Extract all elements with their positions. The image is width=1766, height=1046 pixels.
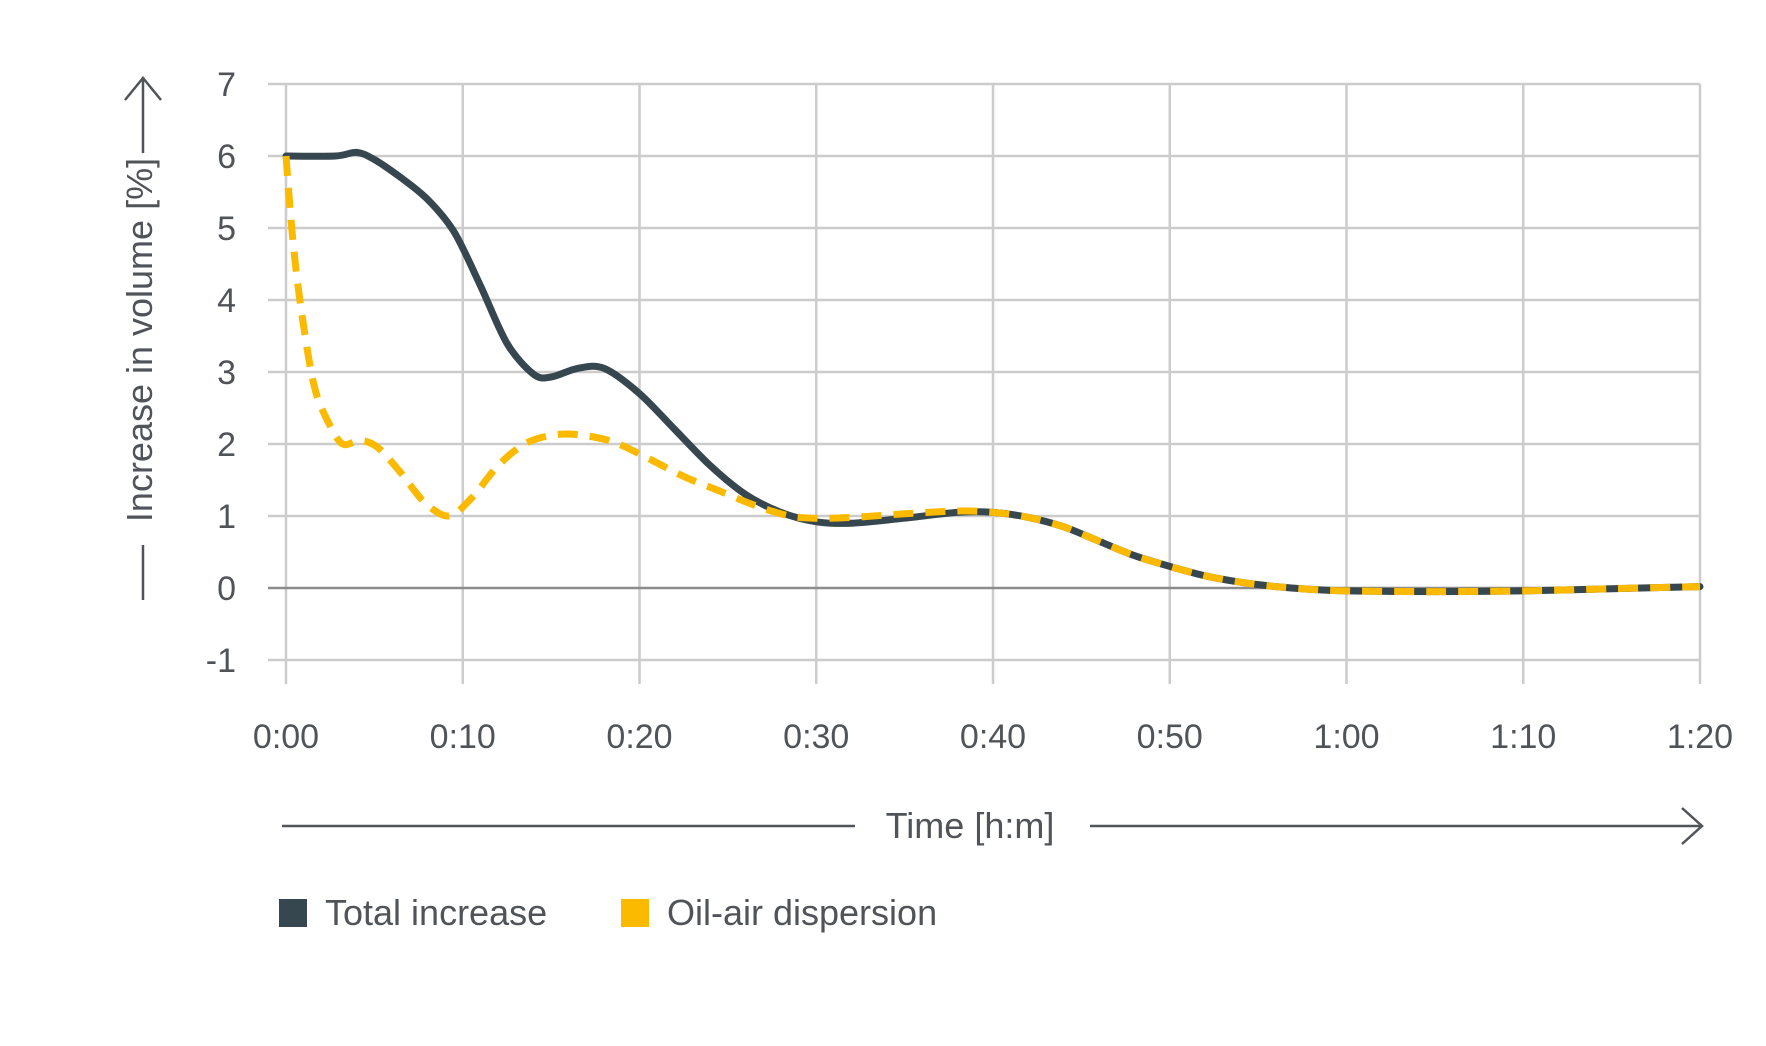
y-tick-label: 7: [217, 66, 236, 104]
series-line-oil-air-dispersion: [282, 155, 1701, 596]
y-tick-label: 0: [217, 570, 236, 608]
series-layer: [282, 148, 1704, 596]
x-tick-label: 0:20: [606, 718, 672, 756]
legend-swatch-oil-air-dispersion: [621, 899, 649, 927]
x-tick-label: 1:20: [1667, 718, 1733, 756]
x-axis-arrow-head: [1681, 807, 1704, 845]
y-tick-label: 3: [217, 354, 236, 392]
y-axis-arrow-head: [124, 76, 162, 101]
x-tick-label: 1:00: [1313, 718, 1379, 756]
legend-label-total-increase: Total increase: [325, 892, 547, 933]
tick-label-layer: 7 6 5 4 3 2 1 0 -1 0:00 0:10 0:20 0:30 0:40 0:50 1:00 1:…: [206, 66, 1733, 756]
x-tick-label: 0:30: [783, 718, 849, 756]
grid-layer: [268, 82, 1702, 684]
x-tick-label: 0:40: [960, 718, 1026, 756]
x-tick-label: 0:10: [430, 718, 496, 756]
y-axis-title-group: Increase in volume [%]: [119, 158, 160, 522]
legend-label-oil-air-dispersion: Oil-air dispersion: [667, 892, 937, 933]
legend: Total increase Oil-air dispersion: [279, 892, 937, 933]
legend-swatch-total-increase: [279, 899, 307, 927]
y-tick-label: 4: [217, 282, 236, 320]
x-tick-label: 1:10: [1490, 718, 1556, 756]
y-tick-label: 1: [217, 498, 236, 536]
x-tick-label: 0:00: [253, 718, 319, 756]
y-tick-label: -1: [206, 642, 236, 680]
y-tick-label: 6: [217, 138, 236, 176]
y-tick-label: 2: [217, 426, 236, 464]
y-axis-title: Increase in volume [%]: [119, 158, 160, 522]
x-axis-title: Time [h:m]: [886, 805, 1055, 846]
x-tick-label: 0:50: [1137, 718, 1203, 756]
y-tick-label: 5: [217, 210, 236, 248]
